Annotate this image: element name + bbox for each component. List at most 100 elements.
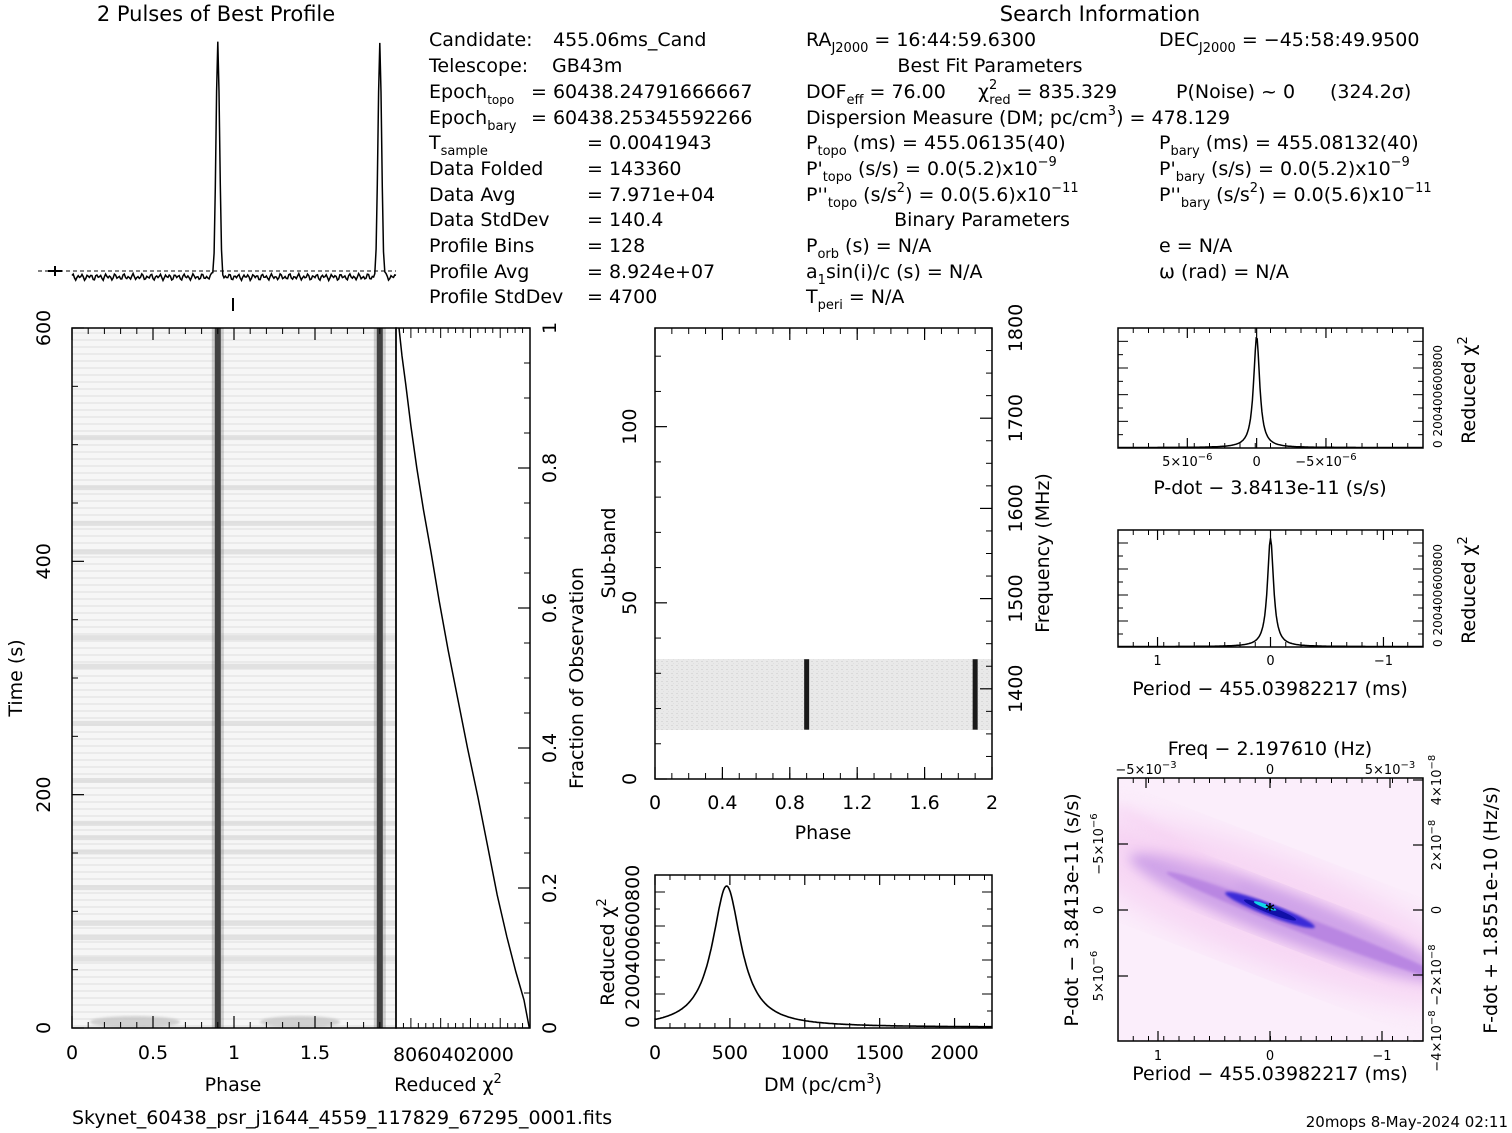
top-tick-label: −5×10−3	[1115, 760, 1176, 778]
data-folded-label: Data Folded	[429, 158, 543, 180]
right-tick-label: −2×10−8	[1427, 944, 1445, 1005]
time-row-band	[72, 549, 396, 555]
x-tick-label: 500	[712, 1042, 748, 1064]
time-chi2-ylabel: Fraction of Observation	[566, 567, 588, 789]
profile-stddev-label: Profile StdDev	[429, 286, 563, 308]
profile-avg-label: Profile Avg	[429, 261, 529, 283]
y-tick-label: 0.8	[539, 453, 561, 483]
ppdot-map	[1118, 778, 1423, 1041]
y-tick-label: −5×10−6	[1089, 813, 1107, 874]
subband-active-region	[655, 659, 992, 730]
map-core-dark	[1243, 899, 1297, 921]
x-tick-label: 0.5	[138, 1042, 168, 1064]
right-tick-label: 1800	[1005, 304, 1027, 352]
candidate-value: 455.06ms_Cand	[553, 29, 706, 51]
x-tick-label: 1.2	[842, 792, 872, 814]
pulse-track	[214, 328, 221, 1028]
data-avg-label: Data Avg	[429, 184, 516, 206]
x-tick-label: 0	[1266, 654, 1274, 669]
pdot-ylabel: Reduced χ2	[1456, 336, 1480, 444]
pddot-bary: P''bary (s/s2) = 0.0(5.6)x10−11	[1159, 181, 1432, 211]
time-row-band	[72, 435, 396, 441]
bottom-smudge	[260, 1016, 340, 1028]
x-tick-label: 0	[66, 1042, 78, 1064]
profile-bins-value: = 128	[587, 235, 645, 257]
right-tick-label: 2×10−8	[1427, 820, 1445, 870]
y-tick-label: 5×10−6	[1089, 951, 1107, 1001]
y-tick-label: 400	[33, 543, 55, 579]
right-tick-label: −4×10−8	[1427, 1010, 1445, 1071]
dof: DOFeff = 76.00	[806, 81, 946, 108]
period-frame	[1117, 529, 1424, 648]
x-tick-label: 2000	[930, 1042, 978, 1064]
pulse-track	[376, 328, 383, 1028]
dm-curve-line	[654, 885, 992, 1028]
y-tick-label: 200	[33, 777, 55, 813]
phase-time-rows	[72, 435, 396, 962]
y-tick-label: 0	[539, 1022, 561, 1034]
y-tick-label: 50	[619, 591, 641, 615]
eccentricity: e = N/A	[1159, 235, 1232, 257]
candidate-info: Candidate: 455.06ms_Cand Telescope: GB43…	[428, 29, 752, 308]
time-row-band	[72, 885, 396, 891]
epoch-topo-label: Epochtopo	[429, 81, 514, 107]
right-tick-label: 1600	[1005, 484, 1027, 532]
x-tick-label: 5×10−6	[1162, 452, 1212, 470]
x-tick-label: 1500	[855, 1042, 903, 1064]
time-row-band	[72, 835, 396, 841]
top-tick-label: 0	[1266, 763, 1274, 778]
footer-stamp: 20mops 8-May-2024 02:11	[1306, 1113, 1508, 1131]
x-tick-label: 1	[1154, 1049, 1162, 1064]
x-tick-label: 1	[1153, 654, 1161, 669]
period-yticks: 0 200400600800	[1431, 544, 1445, 647]
telescope-value: GB43m	[552, 55, 622, 77]
dm-axes: 0 500 1000 1500 2000	[649, 875, 992, 1064]
data-stddev-label: Data StdDev	[429, 209, 550, 231]
time-row-band	[72, 820, 396, 826]
search-information-title: Search Information	[1000, 2, 1200, 26]
profile-bins-label: Profile Bins	[429, 235, 534, 257]
time-chi2-axes: 0 0.2 0.4 0.6 0.8 1	[395, 322, 561, 1034]
right-tick-label: 0	[1430, 906, 1445, 914]
bottom-smudge	[90, 1016, 180, 1028]
ppdot-panel: * 1 0 −1 −5×10−3 0 5×10−3 5×10−6 0 −5×10−6 −4×10−8…	[1089, 755, 1445, 1072]
ra: RAJ2000 = 16:44:59.6300	[806, 29, 1036, 56]
ppdot-ylabel: P-dot − 3.8413e-11 (s/s)	[1061, 793, 1083, 1026]
time-row-band	[72, 520, 396, 526]
phase-time-pulses	[211, 328, 386, 1028]
time-chi2-xticks: 8060402000	[393, 1044, 514, 1066]
profile-panel	[38, 41, 397, 311]
pdot-panel: 5×10−6 0 −5×10−6	[1117, 327, 1424, 470]
profile-avg-value: = 8.924e+07	[587, 261, 715, 283]
y-tick-label: 1	[539, 322, 561, 334]
x-tick-label: −1	[1372, 1049, 1391, 1064]
y-tick-label: 100	[619, 409, 641, 445]
subband-pulses	[804, 659, 978, 730]
search-info: Search Information RAJ2000 = 16:44:59.630…	[805, 2, 1432, 313]
p-noise: P(Noise) ~ 0	[1176, 81, 1295, 103]
pdot-curve-line	[1118, 336, 1423, 449]
epoch-topo-value: = 60438.24791666667	[531, 81, 752, 103]
profile-line	[71, 41, 397, 283]
omega: ω (rad) = N/A	[1159, 261, 1289, 283]
time-chi2-frame	[395, 327, 531, 1029]
candidate-label: Candidate:	[429, 29, 533, 51]
subband-axes: 0 0.4 0.8 1.2 1.6 2 0 50 100 1400 1500 1600 1700 1800	[619, 304, 1027, 814]
time-row-band	[72, 720, 396, 726]
y-tick-label: 0.4	[539, 733, 561, 763]
x-tick-label: 0	[649, 1042, 661, 1064]
y-tick-label: 0	[33, 1022, 55, 1034]
t-peri: Tperi = N/A	[805, 286, 904, 313]
pulse-halo	[373, 328, 386, 1028]
pdot-frame	[1117, 327, 1424, 449]
y-tick-label: 0.2	[539, 873, 561, 903]
x-tick-label: 0	[649, 792, 661, 814]
y-tick-label: 0	[619, 773, 641, 785]
chi2-red: χ2 red = 835.329	[978, 78, 1117, 108]
dec: DECJ2000 = −45:58:49.9500	[1159, 29, 1419, 56]
phase-time-ylabel: Time (s)	[5, 639, 27, 717]
right-tick-label: 1700	[1005, 394, 1027, 442]
pulse-halo	[211, 328, 224, 1028]
x-tick-label: 0.8	[775, 792, 805, 814]
